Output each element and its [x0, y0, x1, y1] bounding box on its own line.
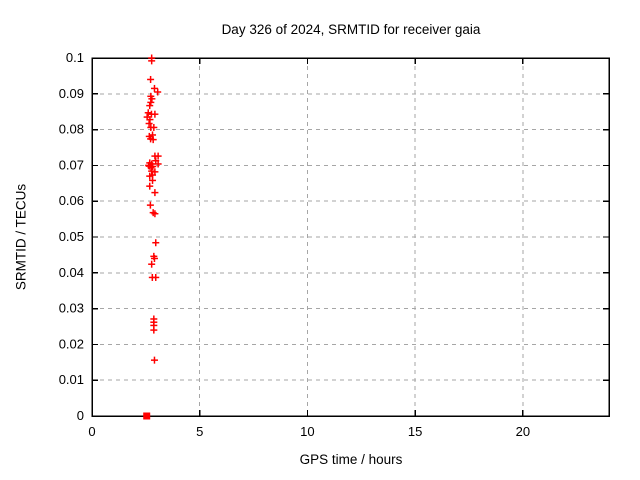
- data-point: [147, 75, 155, 83]
- data-point: [150, 326, 158, 334]
- data-point: [146, 182, 154, 190]
- data-point: [151, 110, 159, 118]
- data-point: [146, 172, 154, 180]
- y-axis-label-text: SRMTID / TECUs: [13, 183, 29, 291]
- y-tick-label: 0.04: [59, 265, 84, 280]
- data-point: [146, 201, 154, 209]
- y-tick-label: 0.03: [59, 301, 84, 316]
- y-tick-label: 0.09: [59, 86, 84, 101]
- data-point: [148, 260, 156, 268]
- data-point: [151, 210, 159, 218]
- chart-title: Day 326 of 2024, SRMTID for receiver gai…: [221, 22, 481, 37]
- y-tick-label: 0.05: [59, 229, 84, 244]
- y-tick-label: 0: [77, 408, 84, 423]
- data-point: [151, 189, 159, 197]
- data-point: [154, 152, 162, 160]
- data-point: [152, 273, 160, 281]
- data-point: [152, 239, 160, 247]
- data-point: [147, 98, 155, 106]
- data-point: [154, 160, 162, 168]
- data-point: [148, 95, 156, 103]
- y-tick-label: 0.06: [59, 193, 84, 208]
- x-tick-label: 20: [516, 424, 530, 439]
- y-tick-label: 0.01: [59, 372, 84, 387]
- data-point: [150, 356, 158, 364]
- data-point: [150, 123, 158, 131]
- data-point-square: [143, 412, 151, 420]
- x-tick-label: 0: [88, 424, 95, 439]
- data-point: [150, 84, 158, 92]
- x-tick-label: 15: [408, 424, 422, 439]
- data-point: [146, 102, 154, 110]
- data-point: [149, 176, 157, 184]
- x-tick-label: 5: [196, 424, 203, 439]
- y-tick-label: 0.02: [59, 336, 84, 351]
- data-point: [148, 57, 156, 65]
- data-point: [146, 116, 154, 124]
- data-point: [144, 109, 152, 117]
- data-point: [154, 88, 162, 96]
- y-tick-label: 0.07: [59, 157, 84, 172]
- y-tick-label: 0.08: [59, 122, 84, 137]
- data-point: [149, 136, 157, 144]
- data-point: [145, 120, 153, 128]
- y-tick-label: 0.1: [66, 50, 84, 65]
- data-point: [150, 254, 158, 262]
- x-tick-label: 10: [300, 424, 314, 439]
- x-axis-label: GPS time / hours: [299, 452, 403, 467]
